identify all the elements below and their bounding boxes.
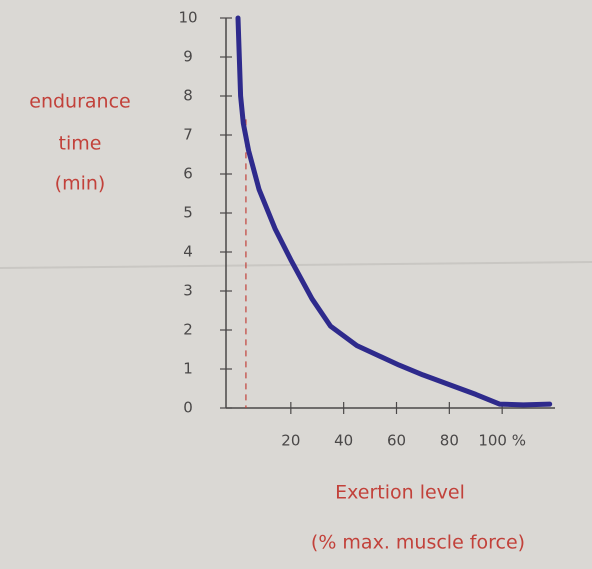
y-axis-label: time	[59, 133, 102, 155]
x-tick-label: 20	[281, 432, 300, 450]
y-tick-label: 0	[183, 399, 193, 417]
chart: endurance time (min) Exertion level (% m…	[0, 0, 592, 569]
x-tick-label: 40	[334, 432, 353, 450]
y-tick-label: 7	[183, 126, 193, 144]
y-tick-label: 2	[183, 321, 193, 339]
x-axis-label: Exertion level	[335, 482, 465, 504]
y-tick-label: 9	[183, 48, 193, 66]
y-tick-label: 8	[183, 87, 193, 105]
paper	[0, 0, 592, 569]
x-tick-label: 80	[440, 432, 459, 450]
y-tick-label: 6	[183, 165, 193, 183]
y-tick-label: 10	[178, 9, 197, 27]
y-tick-label: 5	[183, 204, 193, 222]
y-axis-label: (min)	[55, 173, 106, 195]
x-tick-label: 100 %	[478, 432, 526, 450]
y-axis-label: endurance	[29, 91, 130, 113]
page: {"chart_data": {"type": "line", "ylabel"…	[0, 0, 592, 569]
y-tick-label: 1	[183, 360, 193, 378]
y-tick-label: 3	[183, 282, 193, 300]
x-tick-label: 60	[387, 432, 406, 450]
y-tick-label: 4	[183, 243, 193, 261]
x-axis-label: (% max. muscle force)	[311, 532, 525, 554]
